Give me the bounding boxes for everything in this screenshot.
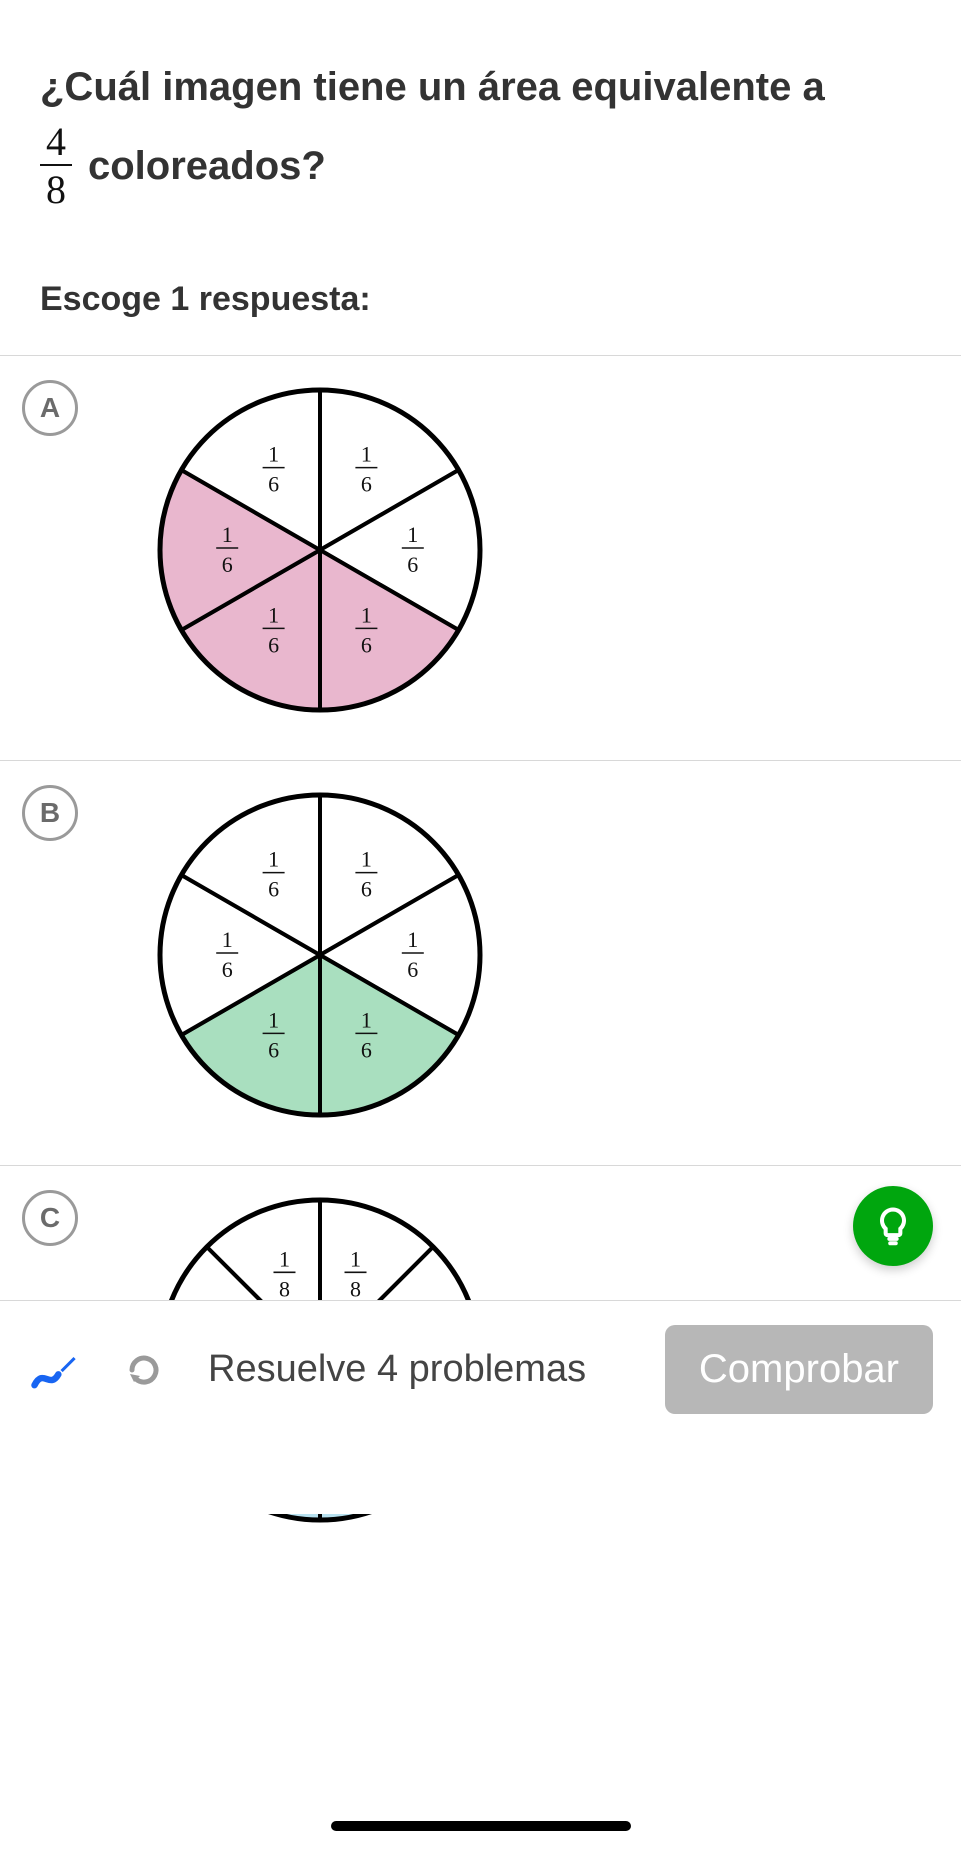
svg-text:1: 1 bbox=[222, 522, 233, 547]
choose-prompt: Escoge 1 respuesta: bbox=[40, 280, 921, 319]
svg-text:1: 1 bbox=[279, 1246, 290, 1271]
svg-text:1: 1 bbox=[268, 847, 279, 872]
svg-text:6: 6 bbox=[407, 957, 418, 982]
svg-text:1: 1 bbox=[268, 442, 279, 467]
svg-text:6: 6 bbox=[268, 877, 279, 902]
svg-text:1: 1 bbox=[361, 602, 372, 627]
progress-text: Resuelve 4 problemas bbox=[208, 1347, 625, 1393]
hint-button[interactable] bbox=[853, 1186, 933, 1266]
redo-icon[interactable] bbox=[120, 1346, 168, 1394]
svg-text:6: 6 bbox=[268, 632, 279, 657]
pie-chart: 1 6 1 6 1 6 1 6 1 6 1 6 bbox=[150, 380, 490, 720]
svg-text:6: 6 bbox=[361, 472, 372, 497]
svg-text:1: 1 bbox=[350, 1246, 361, 1271]
svg-text:1: 1 bbox=[407, 927, 418, 952]
svg-text:6: 6 bbox=[268, 472, 279, 497]
bottom-bar: Resuelve 4 problemas Comprobar bbox=[0, 1300, 961, 1514]
svg-text:1: 1 bbox=[407, 522, 418, 547]
svg-text:6: 6 bbox=[268, 1037, 279, 1062]
svg-text:6: 6 bbox=[407, 552, 418, 577]
option-letter: B bbox=[22, 785, 78, 841]
svg-text:1: 1 bbox=[222, 927, 233, 952]
svg-text:1: 1 bbox=[268, 602, 279, 627]
question-line-1: ¿Cuál imagen tiene un área equivalente a bbox=[40, 60, 921, 114]
svg-text:6: 6 bbox=[361, 877, 372, 902]
svg-text:1: 1 bbox=[361, 1007, 372, 1032]
pie-chart: 1 6 1 6 1 6 1 6 1 6 1 6 bbox=[150, 785, 490, 1125]
answer-option-b[interactable]: B 1 6 1 6 1 6 1 6 1 6 1 6 bbox=[0, 761, 961, 1165]
svg-text:8: 8 bbox=[279, 1276, 290, 1301]
draw-icon[interactable] bbox=[28, 1344, 80, 1396]
svg-text:1: 1 bbox=[361, 442, 372, 467]
svg-text:6: 6 bbox=[361, 1037, 372, 1062]
option-letter: C bbox=[22, 1190, 78, 1246]
home-indicator bbox=[331, 1821, 631, 1831]
svg-text:1: 1 bbox=[361, 847, 372, 872]
svg-text:6: 6 bbox=[222, 552, 233, 577]
question-fraction: 4 8 bbox=[40, 122, 72, 210]
answer-option-a[interactable]: A 1 6 1 6 1 6 1 6 1 6 1 6 bbox=[0, 356, 961, 760]
lightbulb-icon bbox=[871, 1204, 915, 1248]
check-button[interactable]: Comprobar bbox=[665, 1325, 933, 1414]
question-after: coloreados? bbox=[88, 139, 326, 193]
option-letter: A bbox=[22, 380, 78, 436]
svg-text:1: 1 bbox=[268, 1007, 279, 1032]
svg-text:8: 8 bbox=[350, 1276, 361, 1301]
question-text: ¿Cuál imagen tiene un área equivalente a… bbox=[40, 60, 921, 210]
svg-text:6: 6 bbox=[222, 957, 233, 982]
svg-text:6: 6 bbox=[361, 632, 372, 657]
